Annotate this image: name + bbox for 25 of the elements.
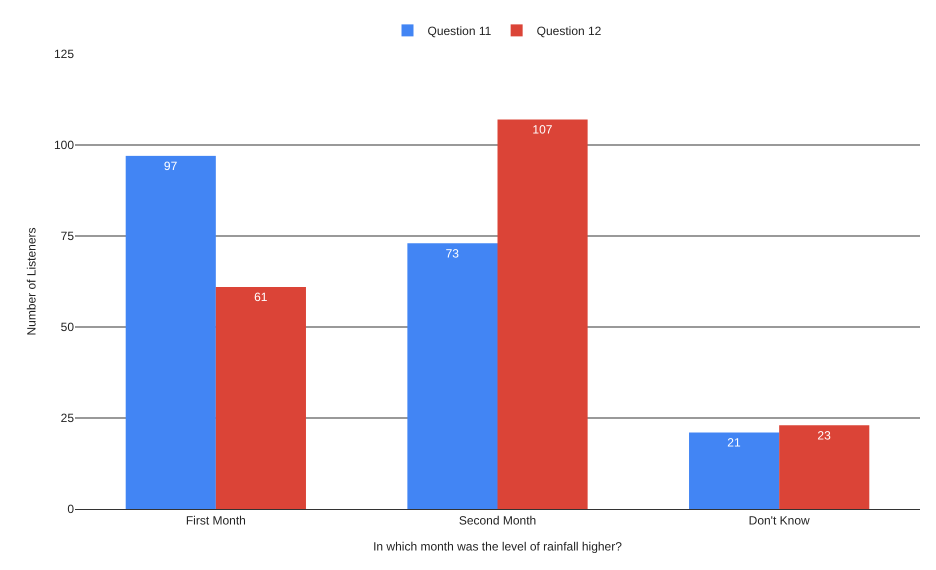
legend-label: Question 12 (536, 24, 602, 38)
x-tick-label: First Month (186, 513, 246, 528)
bar (689, 432, 780, 509)
y-tick-label: 0 (67, 502, 74, 516)
bar (407, 243, 498, 509)
y-tick-label: 125 (54, 47, 74, 62)
x-tick-label: Second Month (458, 513, 536, 528)
bar (779, 425, 870, 509)
data-label: 23 (817, 428, 832, 442)
data-label: 61 (254, 290, 268, 304)
y-axis-title: Number of Listeners (24, 227, 38, 336)
data-label: 73 (446, 246, 460, 260)
x-axis-title: In which month was the level of rainfall higher? (373, 539, 622, 554)
legend-label: Question 11 (428, 24, 492, 38)
y-tick-label: 75 (60, 229, 74, 244)
x-tick-label: Don't Know (748, 513, 810, 528)
y-tick-label: 50 (60, 320, 74, 334)
data-label: 97 (164, 158, 178, 173)
bar (498, 120, 588, 509)
bar (216, 286, 306, 509)
data-label: 21 (727, 436, 741, 450)
y-tick-label: 25 (60, 411, 74, 426)
y-tick-label: 100 (54, 138, 74, 152)
bar (126, 156, 216, 509)
data-label: 107 (532, 122, 553, 137)
